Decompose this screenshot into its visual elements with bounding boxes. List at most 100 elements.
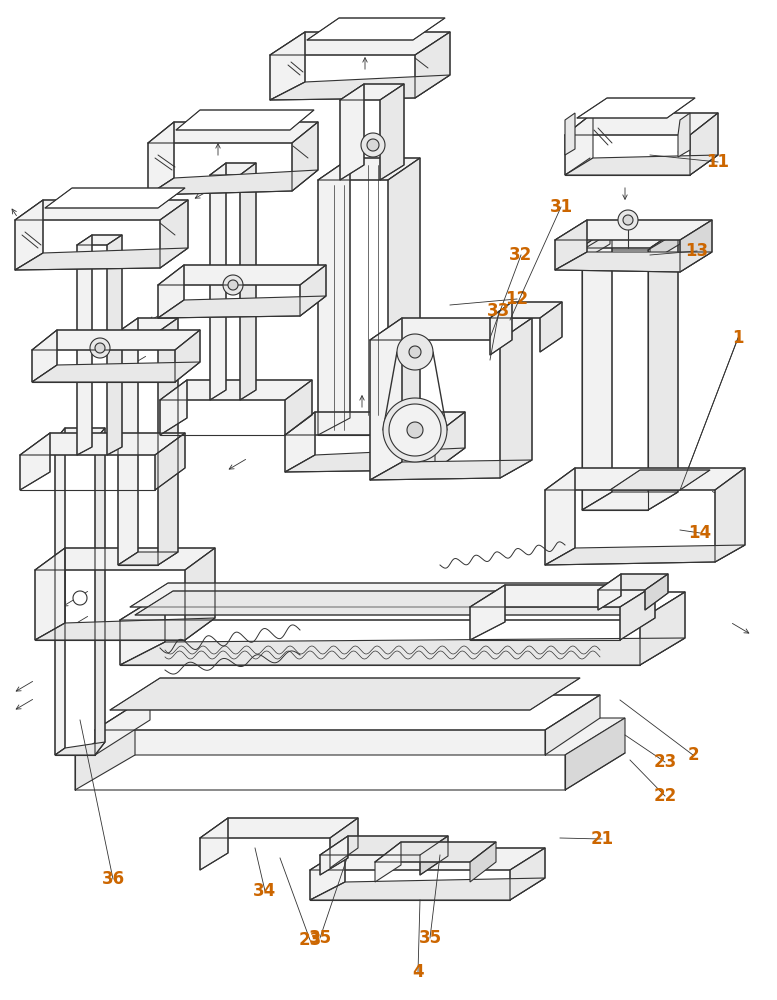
Polygon shape — [388, 158, 420, 435]
Polygon shape — [598, 574, 621, 610]
Polygon shape — [148, 122, 318, 143]
Text: 12: 12 — [505, 290, 528, 308]
Polygon shape — [500, 318, 532, 478]
Polygon shape — [210, 163, 226, 400]
Polygon shape — [375, 842, 496, 862]
Polygon shape — [77, 235, 122, 245]
Text: 35: 35 — [308, 929, 332, 947]
Polygon shape — [310, 848, 545, 870]
Polygon shape — [15, 248, 188, 270]
Polygon shape — [420, 836, 448, 875]
Polygon shape — [160, 380, 312, 400]
Polygon shape — [640, 592, 685, 665]
Polygon shape — [320, 836, 348, 875]
Polygon shape — [650, 228, 680, 262]
Polygon shape — [160, 380, 187, 435]
Polygon shape — [20, 433, 50, 490]
Polygon shape — [470, 842, 496, 882]
Polygon shape — [645, 574, 668, 610]
Polygon shape — [555, 252, 712, 272]
Polygon shape — [270, 75, 450, 100]
Polygon shape — [158, 296, 326, 318]
Polygon shape — [435, 412, 465, 470]
Polygon shape — [75, 718, 135, 790]
Polygon shape — [598, 574, 668, 590]
Polygon shape — [270, 32, 305, 100]
Polygon shape — [582, 492, 678, 510]
Text: 2: 2 — [687, 746, 699, 764]
Polygon shape — [292, 122, 318, 191]
Text: 35: 35 — [419, 929, 441, 947]
Polygon shape — [370, 460, 532, 480]
Polygon shape — [490, 302, 512, 355]
Polygon shape — [118, 318, 138, 565]
Polygon shape — [415, 32, 450, 98]
Polygon shape — [389, 404, 441, 456]
Polygon shape — [361, 133, 385, 157]
Polygon shape — [620, 585, 655, 640]
Polygon shape — [307, 18, 445, 40]
Polygon shape — [545, 468, 745, 490]
Polygon shape — [107, 235, 122, 455]
Polygon shape — [185, 548, 215, 640]
Polygon shape — [210, 163, 256, 175]
Polygon shape — [35, 548, 215, 570]
Polygon shape — [75, 718, 625, 755]
Polygon shape — [158, 318, 178, 565]
Text: 36: 36 — [102, 870, 124, 888]
Polygon shape — [285, 412, 315, 472]
Polygon shape — [95, 343, 105, 353]
Polygon shape — [610, 470, 710, 490]
Polygon shape — [340, 84, 364, 180]
Polygon shape — [409, 346, 421, 358]
Text: 22: 22 — [653, 787, 677, 805]
Polygon shape — [200, 818, 228, 870]
Text: 13: 13 — [685, 242, 709, 260]
Polygon shape — [110, 678, 580, 710]
Polygon shape — [330, 818, 358, 868]
Polygon shape — [35, 548, 65, 640]
Polygon shape — [580, 228, 610, 262]
Polygon shape — [15, 200, 43, 270]
Polygon shape — [120, 638, 685, 665]
Polygon shape — [32, 330, 57, 382]
Polygon shape — [77, 235, 92, 455]
Polygon shape — [397, 334, 433, 370]
Polygon shape — [158, 265, 326, 285]
Polygon shape — [383, 398, 447, 462]
Polygon shape — [690, 113, 718, 175]
Polygon shape — [55, 742, 105, 755]
Polygon shape — [95, 428, 105, 755]
Polygon shape — [565, 718, 625, 790]
Polygon shape — [20, 433, 185, 455]
Polygon shape — [582, 232, 678, 250]
Polygon shape — [175, 330, 200, 382]
Polygon shape — [470, 585, 655, 607]
Polygon shape — [407, 422, 423, 438]
Polygon shape — [320, 836, 448, 855]
Polygon shape — [90, 338, 110, 358]
Polygon shape — [228, 280, 238, 290]
Polygon shape — [310, 878, 545, 900]
Polygon shape — [310, 848, 345, 900]
Polygon shape — [565, 155, 718, 175]
Polygon shape — [510, 848, 545, 900]
Polygon shape — [73, 591, 87, 605]
Polygon shape — [367, 139, 379, 151]
Polygon shape — [318, 158, 350, 435]
Polygon shape — [240, 163, 256, 400]
Text: 31: 31 — [549, 198, 573, 216]
Polygon shape — [55, 428, 65, 755]
Polygon shape — [300, 265, 326, 316]
Polygon shape — [95, 695, 150, 755]
Polygon shape — [565, 113, 718, 135]
Polygon shape — [130, 583, 658, 607]
Polygon shape — [678, 113, 690, 157]
Polygon shape — [32, 330, 200, 350]
Polygon shape — [285, 412, 465, 435]
Polygon shape — [490, 302, 562, 318]
Polygon shape — [648, 232, 678, 510]
Text: 4: 4 — [412, 963, 423, 981]
Polygon shape — [618, 210, 638, 230]
Polygon shape — [35, 618, 215, 640]
